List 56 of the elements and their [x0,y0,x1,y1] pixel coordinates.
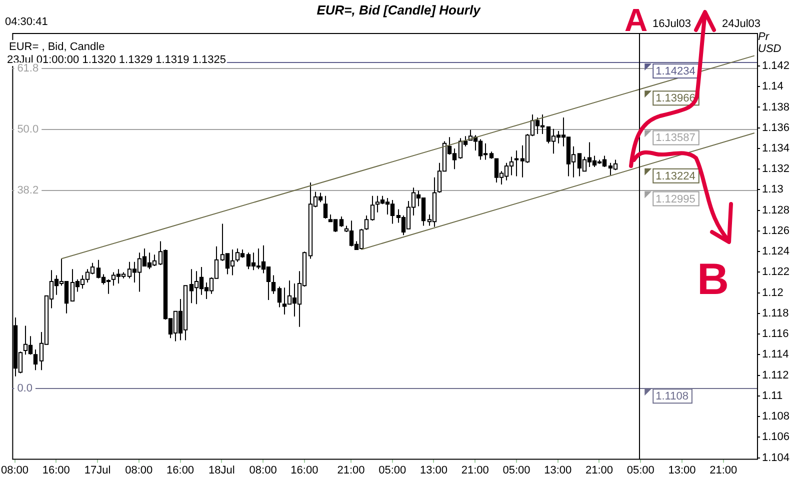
y-axis-title: Pr USD [758,31,782,55]
x-tick-label: 18Jul [208,464,235,476]
annotation: B [697,255,729,304]
ref-line-label: 1.13587 [656,132,696,144]
text: 04:30:41 [5,16,48,28]
x-tick-label: 21:00 [337,464,365,476]
ref-line-label: 1.14234 [656,66,696,78]
x-tick-label: 21:00 [461,464,489,476]
ref-line-label: 1.12995 [656,193,696,206]
y-tick-label: 1.132 [762,163,790,176]
text: 16Jul03 [652,18,691,30]
y-tick-label: 1.104 [762,452,790,464]
y-tick-label: 1.142 [762,60,790,72]
x-tick-label: 08:00 [1,464,29,476]
y-tick-label: 1.112 [762,369,789,382]
text: 24Jul03 [722,18,761,30]
y-tick-label: 1.124 [762,246,790,258]
x-tick-label: 16:00 [166,464,194,476]
x-tick-label: 16:00 [290,464,318,476]
y-tick-label: 1.11 [762,390,783,402]
y-tick-label: 1.126 [762,224,790,237]
annotation: 0.0 [17,382,32,395]
annotation: A [624,2,648,38]
annotation: 50.0 [17,124,39,136]
y-tick-label: 1.134 [762,142,790,154]
y-tick-label: 1.136 [762,122,790,134]
y-tick-label: 1.108 [762,410,790,423]
annotation: 1.13966 [656,92,696,105]
y-tick-label: 1.14 [762,80,784,93]
x-tick-label: 05:00 [378,464,406,476]
chart-title: EUR=, Bid [Candle] Hourly [316,2,482,18]
x-tick-label: 08:00 [249,464,277,476]
y-tick-label: 1.13 [762,184,784,196]
annotation: 1.13224 [656,170,696,182]
x-tick-label: 13:00 [420,464,448,476]
y-tick-label: 1.118 [762,307,789,320]
x-tick-label: 13:00 [544,464,572,476]
y-tick-label: 1.128 [762,204,790,216]
annotation: EUR= , Bid, Candle [9,41,105,54]
y-tick-label: 1.122 [762,266,790,278]
x-tick-label: 21:00 [710,464,738,476]
x-tick-label: 17Jul [84,464,111,476]
y-tick-label: 1.12 [762,286,784,299]
y-tick-label: 1.138 [762,101,790,114]
y-tick-label: 1.114 [762,348,789,361]
x-tick-label: 05:00 [502,464,530,476]
x-tick-label: 08:00 [125,464,153,476]
x-tick-label: 13:00 [668,464,696,476]
annotation: 38.2 [17,184,39,197]
x-tick-label: 16:00 [42,464,70,476]
y-tick-label: 1.106 [762,431,790,444]
ref-line-label: 1.1108 [656,390,688,403]
annotation: 61.8 [17,62,39,75]
x-tick-label: 21:00 [585,464,614,476]
x-tick-label: 05:00 [626,464,654,476]
y-tick-label: 1.116 [762,328,789,340]
